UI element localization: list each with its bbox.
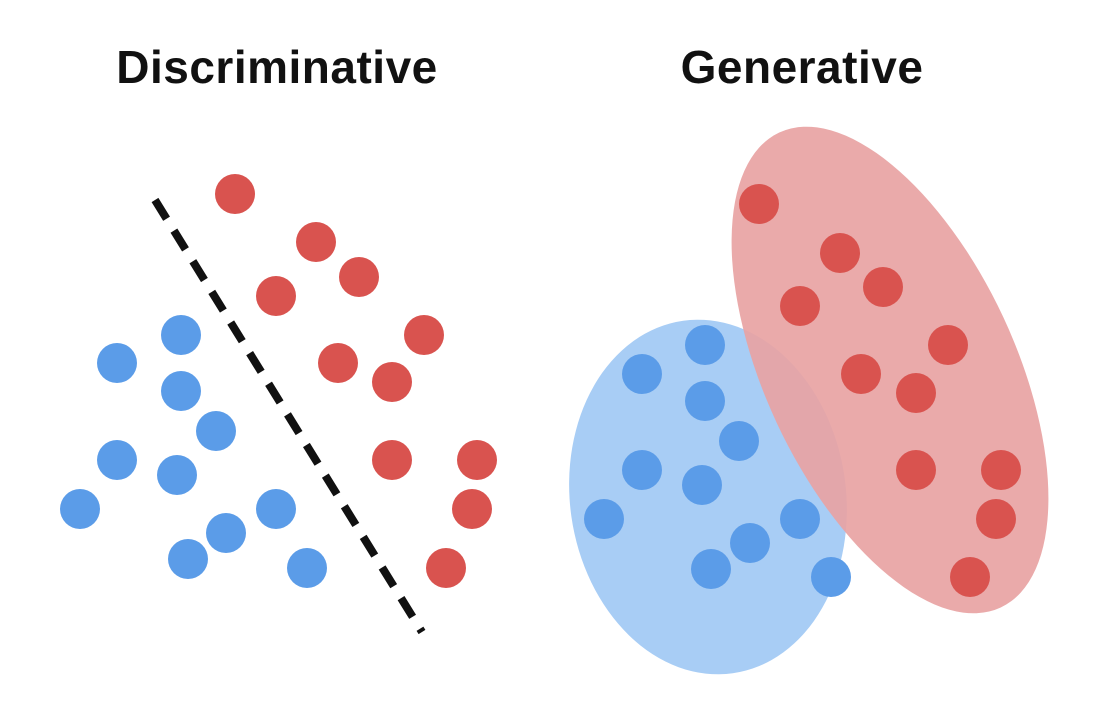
blue-point — [584, 499, 624, 539]
blue-point — [287, 548, 327, 588]
generative-panel — [569, 126, 1049, 675]
blue-point — [730, 523, 770, 563]
blue-point — [622, 354, 662, 394]
red-point — [372, 440, 412, 480]
red-point — [950, 557, 990, 597]
red-point — [820, 233, 860, 273]
blue-point — [161, 315, 201, 355]
red-point — [928, 325, 968, 365]
red-point — [780, 286, 820, 326]
red-point — [372, 362, 412, 402]
red-point — [426, 548, 466, 588]
red-point — [863, 267, 903, 307]
red-point — [457, 440, 497, 480]
red-point — [452, 489, 492, 529]
decision-boundary — [151, 197, 426, 635]
red-point — [215, 174, 255, 214]
blue-point — [719, 421, 759, 461]
blue-point — [811, 557, 851, 597]
blue-point — [97, 440, 137, 480]
red-point — [404, 315, 444, 355]
blue-point — [196, 411, 236, 451]
blue-point — [622, 450, 662, 490]
red-point — [976, 499, 1016, 539]
blue-point — [685, 381, 725, 421]
red-point — [981, 450, 1021, 490]
red-point — [896, 373, 936, 413]
discriminative-blue-points — [60, 315, 327, 588]
blue-point — [168, 539, 208, 579]
blue-point — [206, 513, 246, 553]
discriminative-title: Discriminative — [116, 41, 438, 93]
red-point — [318, 343, 358, 383]
red-point — [256, 276, 296, 316]
red-point — [739, 184, 779, 224]
blue-point — [691, 549, 731, 589]
blue-point — [60, 489, 100, 529]
blue-point — [256, 489, 296, 529]
blue-point — [685, 325, 725, 365]
blue-point — [682, 465, 722, 505]
generative-red-points — [739, 184, 1021, 597]
generative-title: Generative — [680, 41, 924, 93]
discriminative-red-points — [215, 174, 497, 588]
discriminative-panel — [60, 174, 497, 635]
generative-blue-points — [584, 325, 851, 597]
red-class-distribution — [731, 126, 1049, 614]
blue-point — [97, 343, 137, 383]
red-point — [296, 222, 336, 262]
red-point — [896, 450, 936, 490]
blue-point — [161, 371, 201, 411]
red-point — [841, 354, 881, 394]
blue-point — [157, 455, 197, 495]
red-point — [339, 257, 379, 297]
blue-point — [780, 499, 820, 539]
